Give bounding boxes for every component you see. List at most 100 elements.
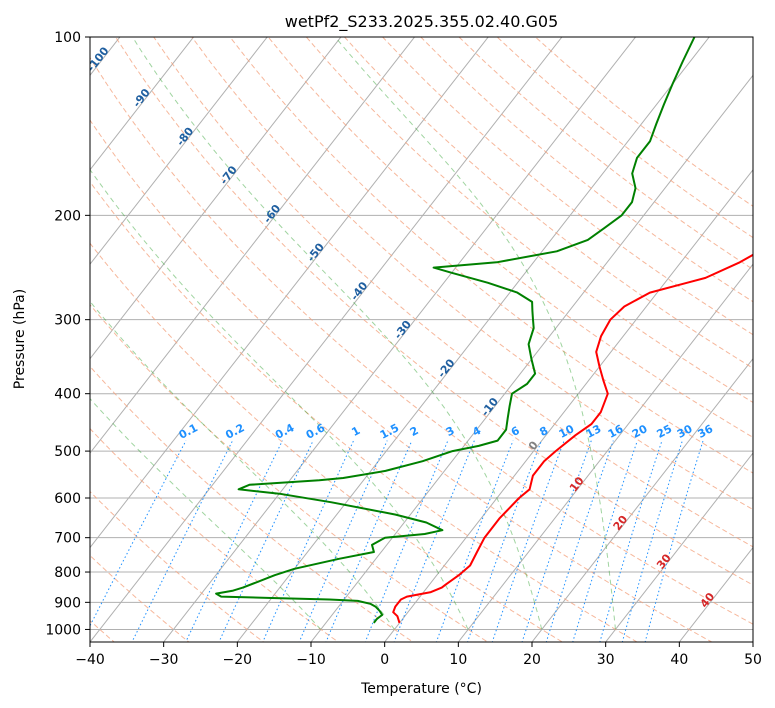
dry-adiabat xyxy=(153,37,753,548)
dry-adiabat-label: -50 xyxy=(304,240,327,264)
isotherm-line xyxy=(384,168,753,642)
mixing-ratio-label: 0.6 xyxy=(304,421,328,442)
mixing-ratio-line xyxy=(325,440,413,642)
moist-adiabat xyxy=(334,37,616,630)
mixing-ratio-label: 6 xyxy=(509,424,522,439)
dry-adiabat xyxy=(382,37,753,336)
x-axis-label: Temperature (°C) xyxy=(360,681,482,697)
dry-adiabat xyxy=(305,37,753,403)
dry-adiabat xyxy=(90,490,265,642)
mixing-ratio-label: 13 xyxy=(584,422,604,441)
dry-adiabat xyxy=(90,242,564,642)
isotherm-line xyxy=(678,546,753,642)
y-tick-label: 400 xyxy=(54,387,81,403)
line-labels: 0.1 0.2 0.4 0.6 1 1.5 2 3 4 6 8 10 13 16 20 25 30 36-100-… xyxy=(84,44,718,610)
isotherm-line xyxy=(90,37,268,266)
dry-adiabat xyxy=(90,303,489,642)
y-tick-label: 600 xyxy=(54,491,81,507)
y-tick-label: 900 xyxy=(54,595,81,611)
mixing-ratio-line xyxy=(467,440,542,642)
dry-adiabat-label: -40 xyxy=(348,279,371,303)
mixing-ratio-label: 25 xyxy=(655,422,675,441)
dry-adiabat-label: -60 xyxy=(261,202,284,226)
dry-adiabat xyxy=(191,37,753,511)
moist-adiabat xyxy=(132,37,543,630)
isotherm-line xyxy=(90,37,342,360)
mixing-ratio-label: 2 xyxy=(408,424,421,439)
x-tick-label: 0 xyxy=(380,652,389,668)
dry-adiabat xyxy=(90,119,713,642)
dry-adiabat-label: 0 xyxy=(526,438,541,452)
dry-adiabat-label: 10 xyxy=(567,474,587,494)
dry-adiabat xyxy=(267,37,753,438)
mixing-ratio-line xyxy=(393,440,475,642)
mixing-ratio-line xyxy=(298,440,388,642)
dry-adiabat xyxy=(115,37,753,586)
mixing-ratio-line xyxy=(521,440,592,642)
y-tick-label: 200 xyxy=(54,208,81,224)
dry-adiabat xyxy=(344,37,753,369)
chart-title: wetPf2_S233.2025.355.02.40.G05 xyxy=(285,12,559,32)
temperature-profile xyxy=(392,253,753,624)
y-axis-label: Pressure (hPa) xyxy=(12,289,28,389)
mixing-ratio-label: 20 xyxy=(630,422,650,441)
x-tick-label: 20 xyxy=(523,652,541,668)
isotherm-line xyxy=(457,263,753,642)
dry-adiabat-label: 40 xyxy=(698,590,718,610)
mixing-ratio-line xyxy=(644,440,704,642)
mixing-ratio-line xyxy=(599,440,663,642)
x-tick-label: 40 xyxy=(670,652,688,668)
mixing-ratio-line xyxy=(262,440,355,642)
y-tick-label: 1000 xyxy=(45,622,81,638)
dry-adiabat-label: -100 xyxy=(84,44,111,74)
dry-adiabat xyxy=(90,554,190,642)
dry-adiabat-label: 20 xyxy=(611,513,631,533)
isotherm-line xyxy=(90,37,416,454)
x-tick-label: −10 xyxy=(296,652,326,668)
isotherm-line xyxy=(90,37,489,549)
dry-adiabat xyxy=(90,365,414,642)
mixing-ratio-line xyxy=(545,440,614,642)
dry-adiabat xyxy=(229,37,753,474)
isotherm-line xyxy=(0,24,57,654)
y-axis: 100 200 300 400 500 600 700 800 900 1000 xyxy=(45,30,90,638)
mixing-ratio-label: 30 xyxy=(675,422,695,441)
mixing-ratio-line xyxy=(621,440,683,642)
isotherm-line xyxy=(163,37,637,642)
y-tick-label: 100 xyxy=(54,30,81,46)
mixing-ratio-line xyxy=(572,440,638,642)
grid-lines xyxy=(0,24,753,654)
dry-adiabat-label: -70 xyxy=(217,163,240,187)
dry-adiabat-label: -10 xyxy=(479,395,502,419)
mixing-ratio-label: 1.5 xyxy=(378,421,401,442)
dry-adiabat-label: -30 xyxy=(392,318,415,342)
y-tick-label: 300 xyxy=(54,313,81,329)
moist-adiabat xyxy=(90,300,395,630)
y-tick-label: 700 xyxy=(54,531,81,547)
isotherm-line xyxy=(90,37,563,642)
isotherm-line xyxy=(752,641,753,642)
mixing-ratio-label: 4 xyxy=(470,424,483,439)
dry-adiabat-label: -90 xyxy=(130,86,153,110)
mixing-ratio-label: 16 xyxy=(606,422,626,441)
mixing-ratio-label: 0.2 xyxy=(223,421,246,442)
isotherm-line xyxy=(236,37,710,642)
dry-adiabat xyxy=(496,37,753,239)
mixing-ratio-label: 0.4 xyxy=(273,421,297,442)
dry-adiabat-label: -20 xyxy=(435,356,458,380)
dewpoint-profile xyxy=(215,37,696,624)
x-tick-label: 50 xyxy=(744,652,762,668)
dry-adiabat xyxy=(420,37,753,303)
mixing-ratio-line xyxy=(90,440,187,627)
y-tick-label: 800 xyxy=(54,565,81,581)
dry-adiabat-label: 30 xyxy=(654,551,674,571)
isotherm-line xyxy=(531,357,753,642)
x-tick-label: 30 xyxy=(597,652,615,668)
mixing-ratio-line xyxy=(218,440,314,642)
dry-adiabat xyxy=(90,56,753,625)
moist-adiabat xyxy=(90,168,469,630)
mixing-ratio-line xyxy=(131,440,234,642)
plot-frame xyxy=(89,36,754,643)
mixing-ratio-label: 0.1 xyxy=(177,421,200,442)
x-tick-label: −20 xyxy=(223,652,253,668)
